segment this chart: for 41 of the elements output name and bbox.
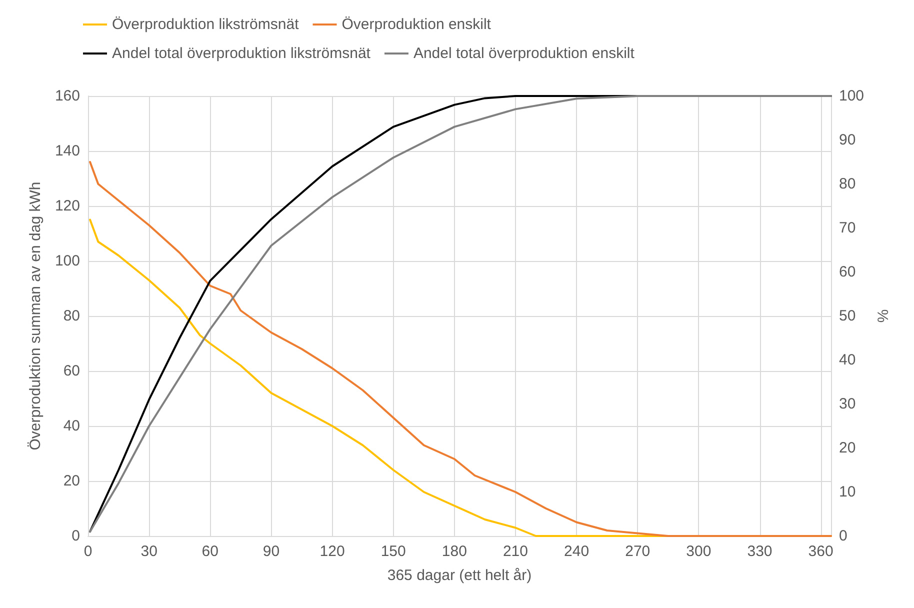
y-tick-label: 160 [54,88,80,104]
y2-tick-label: 10 [839,484,856,500]
y2-tick-label: 80 [839,176,856,192]
y2-tick-label: 60 [839,264,856,280]
x-tick-label: 90 [262,543,280,560]
y2-tick-label: 30 [839,396,856,412]
y-tick-label: 140 [54,142,80,160]
y-tick-label: 0 [72,528,80,544]
x-tick-label: 60 [202,543,218,560]
y2-tick-label: 40 [839,352,856,368]
y2-tick-label: 70 [839,220,856,236]
x-tick-label: 0 [84,543,92,560]
y-tick-label: 60 [63,362,80,380]
x-tick-label: 30 [140,543,158,560]
y-tick-label: 120 [54,198,80,214]
y-tick-label: 100 [54,252,80,270]
y-tick-label: 20 [63,472,80,490]
x-tick-label: 360 [808,543,834,560]
y2-tick-label: 20 [839,440,856,456]
x-tick-label: 180 [442,543,467,560]
y2-tick-label: 100 [839,88,864,104]
x-axis-title: 365 dagar (ett helt år) [387,567,532,584]
y2-tick-label: 0 [839,528,848,544]
x-tick-label: 330 [747,543,772,560]
legend-label: Andel total överproduktion likströmsnät [112,45,372,62]
legend-label: Andel total överproduktion enskilt [413,45,636,62]
y2-axis-title: % [875,309,892,323]
y-axis-title: Överproduktion summan av en dag kWh [27,182,44,450]
x-tick-label: 120 [320,543,345,560]
x-tick-label: 300 [686,543,712,560]
legend-label: Överproduktion likströmsnät [112,16,300,33]
y-tick-label: 80 [63,308,80,324]
line-series [89,95,832,533]
y2-tick-label: 50 [839,308,856,324]
y-tick-label: 40 [63,418,80,434]
x-tick-label: 210 [502,543,528,560]
x-tick-label: 240 [564,543,590,560]
y2-tick-label: 90 [839,132,856,148]
x-tick-label: 270 [625,543,650,560]
x-tick-label: 150 [380,543,406,560]
legend-label: Överproduktion enskilt [342,16,492,33]
